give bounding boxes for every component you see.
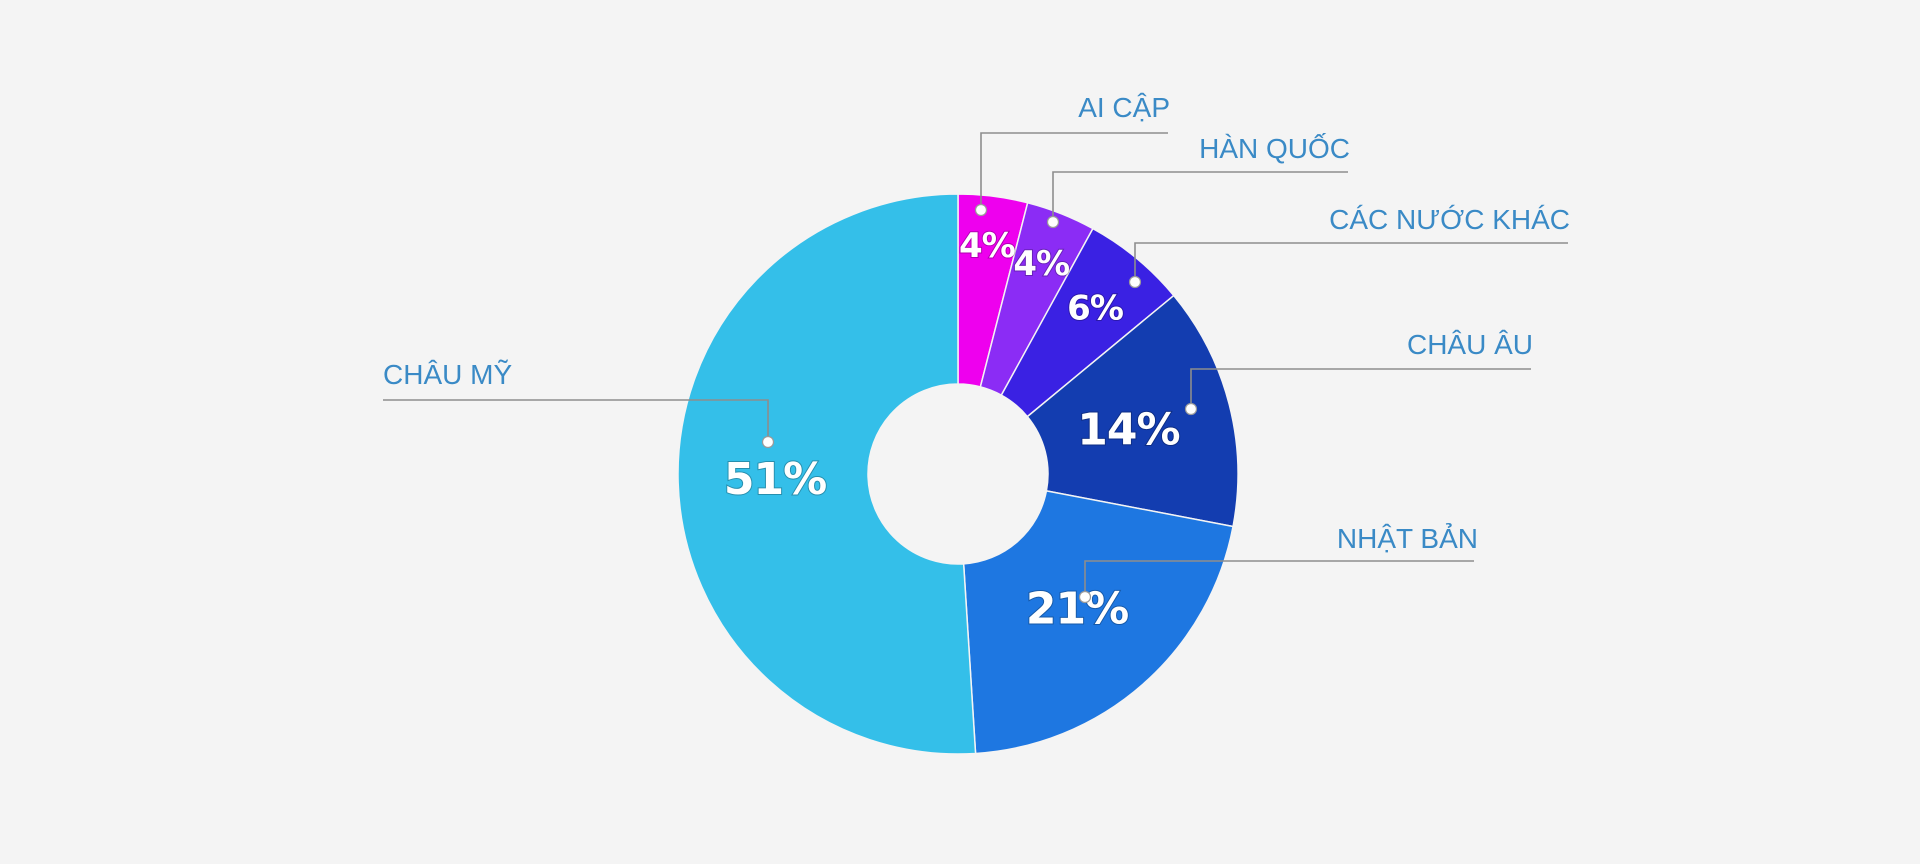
slice-6: [677, 193, 977, 755]
leader-line-5: [1084, 560, 1474, 597]
category-label-3: CÁC NƯỚC KHÁC: [1329, 204, 1570, 235]
category-labels-group: AI CẬP HÀN QUỐC CÁC NƯỚC KHÁC CHÂU ÂU NHẬT B…: [383, 92, 1570, 554]
leader-line-4: [1190, 368, 1531, 409]
category-label-5: NHẬT BẢN: [1337, 522, 1478, 554]
slices-group: [677, 193, 1239, 755]
percent-label-5: 21%: [1026, 584, 1128, 635]
category-label-6: CHÂU MỸ: [383, 359, 512, 390]
percent-labels-group: 4%4%6%14%21%51%: [723, 225, 1182, 636]
leader-lines-group: [383, 132, 1568, 604]
slice-5: [962, 489, 1234, 755]
category-label-4: CHÂU ÂU: [1407, 329, 1533, 360]
leader-line-3: [1134, 242, 1568, 282]
leader-dot-1: [974, 203, 988, 217]
leader-dot-3: [1128, 275, 1142, 289]
leader-dot-6: [761, 435, 775, 449]
category-label-1: AI CẬP: [1078, 92, 1170, 123]
percent-label-2: 4%: [1013, 244, 1069, 284]
percent-label-4: 14%: [1077, 405, 1179, 456]
percent-label-3: 6%: [1067, 288, 1123, 328]
leader-dot-4: [1184, 402, 1198, 416]
percent-label-1: 4%: [959, 226, 1015, 266]
leader-line-2: [1052, 171, 1348, 222]
leader-line-1: [980, 132, 1168, 210]
leader-dot-2: [1046, 215, 1060, 229]
leader-dot-5: [1078, 590, 1092, 604]
category-label-2: HÀN QUỐC: [1199, 132, 1350, 164]
leader-line-6: [383, 399, 769, 442]
percent-label-6: 51%: [724, 454, 826, 505]
slice-4: [1026, 294, 1239, 528]
